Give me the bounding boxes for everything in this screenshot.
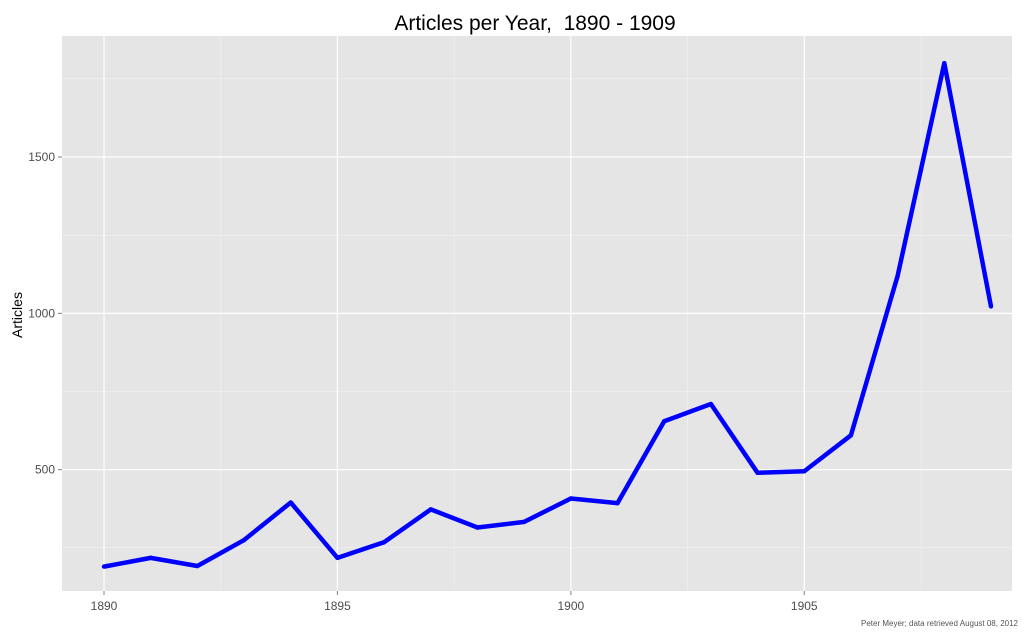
data-point-1905 (802, 469, 807, 474)
data-point-1908 (942, 61, 947, 66)
data-point-1902 (662, 419, 667, 424)
data-point-1896 (381, 540, 387, 545)
data-point-1895 (335, 555, 340, 561)
data-point-1904 (755, 470, 760, 476)
data-point-1899 (521, 519, 527, 525)
y-tick-label: 1500 (28, 150, 55, 164)
data-point-1891 (148, 555, 153, 561)
data-point-1890 (101, 564, 107, 569)
data-point-1892 (195, 563, 200, 569)
axis-ticks (58, 156, 805, 595)
x-tick-label: 1890 (91, 599, 118, 613)
y-tick-label: 1000 (28, 306, 55, 320)
data-points (101, 61, 994, 569)
data-point-1906 (848, 433, 854, 438)
x-tick-label: 1905 (791, 599, 818, 613)
data-point-1901 (615, 500, 620, 506)
data-point-1909 (988, 304, 994, 309)
x-tick-label: 1895 (324, 599, 351, 613)
data-point-1900 (568, 496, 574, 501)
chart-title: Articles per Year, 1890 - 1909 (394, 12, 676, 35)
tick-labels: 1890 1895 1900 1905 500 1000 1500 (28, 150, 818, 613)
series-layer (103, 60, 994, 569)
data-point-1907 (895, 273, 900, 279)
data-point-1897 (428, 507, 433, 512)
y-tick-label: 500 (35, 463, 55, 477)
series-line-0 (103, 60, 994, 569)
data-point-1898 (475, 525, 480, 530)
chart-caption: Peter Meyer; data retrieved August 08, 2… (861, 619, 1018, 628)
data-point-1893 (241, 537, 247, 543)
data-point-1903 (708, 401, 714, 407)
x-tick-label: 1900 (557, 599, 584, 613)
data-point-1894 (288, 500, 293, 505)
